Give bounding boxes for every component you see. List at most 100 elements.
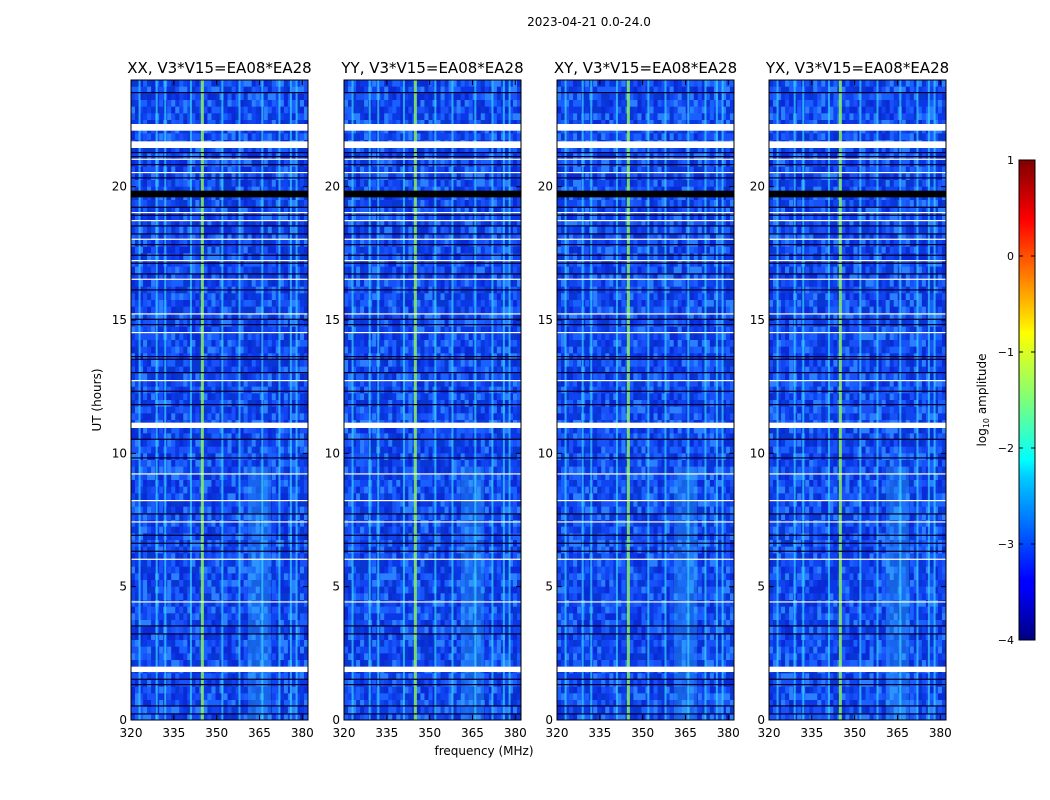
flag-row-white bbox=[557, 313, 734, 315]
flag-row-dark bbox=[769, 356, 946, 358]
flag-row-dark bbox=[131, 254, 308, 256]
y-tick-label: 15 bbox=[112, 313, 127, 327]
flag-row-white bbox=[769, 500, 946, 502]
flag-row-white bbox=[769, 521, 946, 523]
flagged-gap bbox=[769, 141, 946, 148]
flag-row-white bbox=[131, 220, 308, 222]
flag-row-white bbox=[557, 558, 734, 560]
flag-row-dark bbox=[769, 156, 946, 158]
flag-row-dark bbox=[769, 177, 946, 179]
rfi-line bbox=[933, 80, 936, 720]
flag-row-dark bbox=[344, 156, 521, 158]
flag-row-dark bbox=[769, 404, 946, 406]
flag-row-white bbox=[344, 172, 521, 174]
flag-row-white bbox=[769, 558, 946, 560]
x-tick-label: 365 bbox=[886, 726, 909, 740]
panel-xx: XX, V3*V15=EA08*EA28 320 335 350 365 380 0 5 10 1… bbox=[112, 59, 314, 740]
flag-row-white bbox=[131, 260, 308, 262]
flag-row-dark bbox=[557, 438, 734, 440]
flag-row-dark bbox=[557, 358, 734, 360]
y-tick-label: 0 bbox=[119, 713, 127, 727]
flagged-gap bbox=[344, 666, 521, 672]
x-tick-label: 350 bbox=[631, 726, 654, 740]
panel-frame bbox=[343, 79, 522, 721]
flag-row-white bbox=[557, 278, 734, 280]
flag-row-dark bbox=[769, 225, 946, 227]
flag-row-dark bbox=[344, 633, 521, 635]
flag-row-dark bbox=[131, 152, 308, 154]
flag-row-dark bbox=[131, 684, 308, 686]
rfi-line bbox=[155, 80, 158, 720]
rfi-line bbox=[368, 80, 371, 720]
flag-row-dark bbox=[344, 705, 521, 707]
flag-row-dark bbox=[344, 324, 521, 326]
flag-row-white bbox=[344, 260, 521, 262]
colorbar-tick-label: 0 bbox=[1007, 250, 1014, 263]
flag-row-dark bbox=[344, 273, 521, 275]
flag-row-dark bbox=[344, 550, 521, 552]
flag-row-dark bbox=[131, 550, 308, 552]
flag-row-white bbox=[344, 500, 521, 502]
flag-row-dark bbox=[131, 438, 308, 440]
colorbar-gradient bbox=[1018, 159, 1036, 641]
flag-row-dark bbox=[131, 705, 308, 707]
flagged-gap bbox=[769, 666, 946, 672]
flag-row-white bbox=[557, 521, 734, 523]
flag-row-dark bbox=[557, 534, 734, 536]
flag-row-white bbox=[131, 278, 308, 280]
flag-row-dark bbox=[557, 177, 734, 179]
flag-row-white bbox=[131, 380, 308, 382]
flag-row-dark bbox=[344, 404, 521, 406]
flag-row-dark bbox=[131, 356, 308, 358]
x-tick-label: 380 bbox=[504, 726, 527, 740]
spectrogram-panels: XX, V3*V15=EA08*EA28 320 335 350 365 380 0 5 10 1… bbox=[112, 59, 952, 740]
rfi-line bbox=[776, 80, 779, 720]
flag-row-dark bbox=[344, 244, 521, 246]
flagged-gap bbox=[131, 141, 308, 148]
y-tick-label: 20 bbox=[750, 180, 765, 194]
flag-row-dark bbox=[131, 233, 308, 235]
flag-row-dark bbox=[769, 633, 946, 635]
y-tick-label: 10 bbox=[750, 446, 765, 460]
rfi-line bbox=[802, 80, 805, 720]
flag-row-white bbox=[557, 260, 734, 262]
flag-row-white bbox=[344, 238, 521, 240]
x-tick-label: 335 bbox=[162, 726, 185, 740]
flag-row-dark bbox=[344, 358, 521, 360]
y-tick-label: 10 bbox=[112, 446, 127, 460]
flag-row-dark bbox=[344, 233, 521, 235]
x-tick-label: 350 bbox=[843, 726, 866, 740]
y-tick-label: 15 bbox=[538, 313, 553, 327]
flag-row-white bbox=[769, 260, 946, 262]
x-tick-label: 365 bbox=[248, 726, 271, 740]
rfi-line bbox=[704, 80, 707, 720]
flag-row-dark bbox=[344, 457, 521, 459]
flag-row-white bbox=[131, 158, 308, 160]
flag-row-dark bbox=[769, 358, 946, 360]
y-tick-label: 5 bbox=[119, 580, 127, 594]
flag-row-dark bbox=[557, 214, 734, 216]
flag-row-dark bbox=[769, 324, 946, 326]
broadband-emission bbox=[674, 466, 697, 720]
y-tick-label: 20 bbox=[112, 180, 127, 194]
flag-row-dark bbox=[344, 372, 521, 374]
flag-row-dark bbox=[344, 390, 521, 392]
y-tick-label: 10 bbox=[538, 446, 553, 460]
rfi-line bbox=[827, 80, 830, 720]
rfi-line bbox=[508, 80, 511, 720]
flag-row-dark bbox=[769, 244, 946, 246]
flag-row-dark bbox=[131, 214, 308, 216]
flag-row-dark bbox=[131, 177, 308, 179]
flag-row-dark bbox=[769, 438, 946, 440]
x-tick-label: 380 bbox=[929, 726, 952, 740]
panel-title: XX, V3*V15=EA08*EA28 bbox=[127, 59, 311, 77]
rfi-line bbox=[351, 80, 354, 720]
rfi-line bbox=[899, 80, 902, 720]
flag-row-white bbox=[131, 313, 308, 315]
flag-row-dark bbox=[557, 262, 734, 264]
y-tick-label: 0 bbox=[332, 713, 340, 727]
flag-row-dark bbox=[769, 534, 946, 536]
flag-row-dark bbox=[557, 372, 734, 374]
flag-row-dark bbox=[769, 513, 946, 515]
